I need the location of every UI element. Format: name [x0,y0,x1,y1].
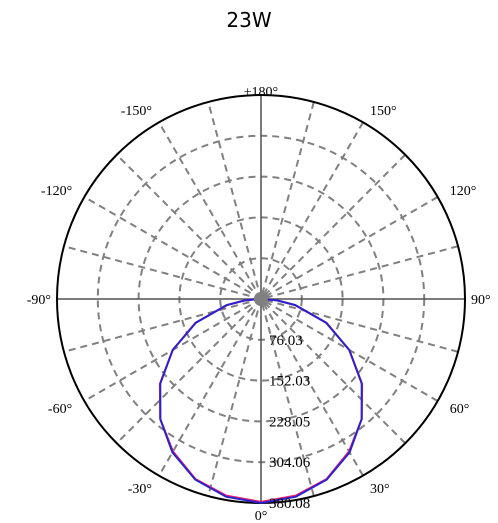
angle-label: -150° [121,104,152,119]
angle-label: ±180° [244,85,278,100]
angle-label: -90° [27,293,51,308]
series-layer [158,298,364,505]
labels: ±180° 150° -150° 120° -120° 90° -90° 60° -60° 30°… [27,85,491,523]
chart-title: 23W [226,8,272,32]
angle-label: 90° [471,293,491,308]
angle-label: -60° [48,402,72,417]
angle-label: -120° [41,184,72,199]
angle-label: 0° [255,509,268,523]
angle-label: -30° [128,482,152,497]
angle-label: 120° [450,184,477,199]
angle-label: 30° [370,482,390,497]
radial-tick-label: 76.03 [269,333,303,349]
center-dot [254,292,268,306]
radial-tick-label: 228.05 [269,414,310,430]
radial-tick-label: 304.06 [269,455,311,471]
radial-tick-label: 152.03 [269,374,310,390]
angle-label: 150° [370,104,397,119]
angle-label: 60° [450,402,470,417]
series-line-2 [159,298,363,505]
radial-tick-label: 380.08 [269,496,310,512]
